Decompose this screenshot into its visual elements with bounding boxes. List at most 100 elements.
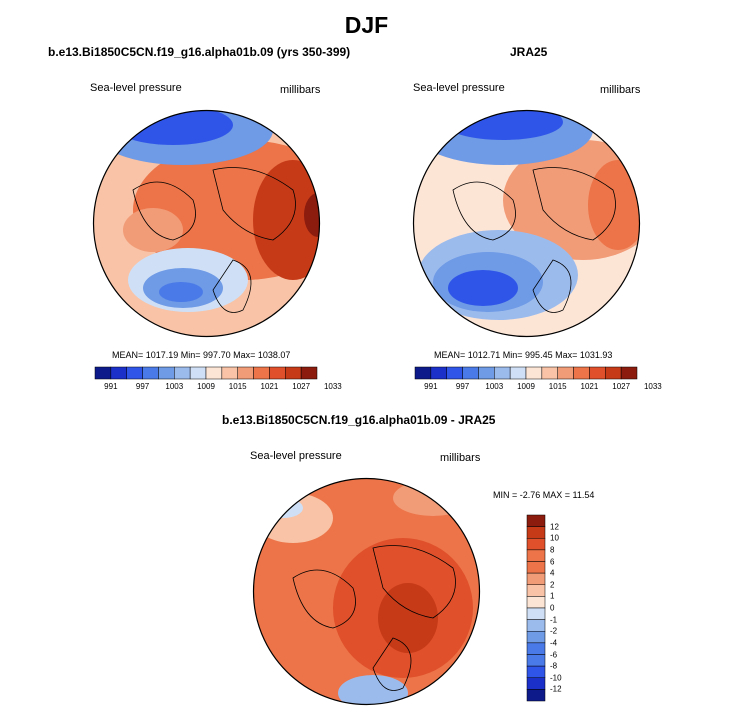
colorbar-difference-tick-label: -1 (550, 615, 558, 625)
colorbar-difference-swatch (526, 514, 546, 527)
colorbar-model-tick-label: 1009 (197, 382, 215, 391)
colorbar-model-ticks: 991 997 1003 1009 1015 1021 1027 1033 (95, 382, 342, 394)
colorbar-difference-swatch (526, 561, 546, 574)
colorbar-model (94, 366, 318, 380)
figure-title: DJF (344, 12, 389, 38)
colorbar-reanalysis-tick-label: 997 (455, 382, 470, 391)
colorbar-reanalysis-swatch (573, 366, 590, 380)
map-model-coast-3 (212, 259, 252, 313)
map-reanalysis-low-north-core (443, 110, 563, 140)
colorbar-difference-tick-label: -6 (550, 650, 558, 659)
colorbar-difference-tick-label: 12 (550, 522, 559, 532)
colorbar-difference-tick-label: -8 (550, 661, 558, 671)
colorbar-difference-tick-label: -10 (550, 673, 562, 683)
colorbar-reanalysis-swatch (462, 366, 479, 380)
colorbar-difference-swatch (526, 654, 546, 667)
colorbar-difference (526, 514, 546, 702)
colorbar-reanalysis-tick-label: 1015 (548, 382, 567, 391)
colorbar-difference-swatch (526, 549, 546, 562)
colorbar-reanalysis-swatch (446, 366, 463, 380)
colorbar-reanalysis-tick-label: 1021 (580, 382, 599, 391)
colorbar-difference-tick-label: 2 (550, 580, 555, 590)
panel-reanalysis-stats: MEAN= 1012.71 Min= 995.45 Max= 1031.93 (434, 350, 613, 360)
colorbar-difference-tick-label: -12 (550, 684, 562, 694)
colorbar-difference-swatch (526, 538, 546, 551)
colorbar-reanalysis-swatch (525, 366, 543, 380)
map-reanalysis-outline (412, 109, 641, 338)
colorbar-reanalysis-swatch (478, 366, 495, 380)
panel-difference-stats: MIN = -2.76 MAX = 11.54 (493, 490, 595, 500)
colorbar-difference-tick-label: 8 (550, 545, 555, 555)
colorbar-model-tick-label: 1003 (165, 382, 184, 391)
map-reanalysis-coast-1 (452, 181, 516, 241)
colorbar-reanalysis-swatch (620, 366, 638, 380)
map-reanalysis-coast-3 (532, 259, 572, 313)
map-difference-coast-3 (372, 637, 412, 691)
colorbar-model-swatch (189, 366, 207, 380)
colorbar-difference-swatch (526, 665, 546, 678)
map-model (92, 109, 321, 338)
colorbar-model-tick-label: 1015 (228, 382, 247, 391)
map-difference-coast-2 (372, 545, 456, 619)
panel-model-title: b.e13.Bi1850C5CN.f19_g16.alpha01b.09 (yr… (48, 45, 351, 59)
colorbar-difference-tick-label: 6 (550, 557, 555, 566)
colorbar-reanalysis-ticks: 991 997 1003 1009 1015 1021 1027 1033 (415, 382, 662, 394)
colorbar-model-swatch (126, 366, 143, 380)
map-difference (252, 477, 481, 706)
colorbar-difference-swatch (526, 619, 546, 632)
colorbar-reanalysis-swatch (605, 366, 622, 380)
colorbar-model-swatch (253, 366, 270, 380)
colorbar-reanalysis-tick-label: 1009 (517, 382, 535, 391)
colorbar-reanalysis-swatch (589, 366, 606, 380)
panel-difference-units: millibars (440, 452, 481, 464)
colorbar-difference-tick-label: -2 (550, 626, 558, 636)
colorbar-model-swatch (158, 366, 175, 380)
colorbar-model-swatch (110, 366, 127, 380)
colorbar-difference-swatch (526, 607, 546, 620)
colorbar-model-swatch (174, 366, 191, 380)
colorbar-difference-swatch (526, 596, 546, 609)
colorbar-model-swatch (94, 366, 112, 380)
map-model-coast-1 (132, 181, 196, 241)
map-difference-weak-nw (253, 493, 333, 543)
colorbar-model-swatch (300, 366, 318, 380)
colorbar-difference-ticks: 12 10 8 6 4 2 1 0 -1 -2 -4 -6 -8 -10 -12 (550, 515, 580, 701)
colorbar-difference-swatch (526, 526, 546, 539)
colorbar-difference-swatch (526, 584, 546, 597)
panel-model-stats: MEAN= 1017.19 Min= 997.70 Max= 1038.07 (112, 350, 291, 360)
colorbar-difference-tick-label: 10 (550, 533, 559, 543)
colorbar-model-tick-label: 1027 (292, 382, 311, 391)
map-reanalysis-low-south-core (448, 270, 518, 306)
colorbar-reanalysis-swatch (430, 366, 447, 380)
map-reanalysis (412, 109, 641, 338)
colorbar-model-swatch (205, 366, 223, 380)
panel-reanalysis-units: millibars (600, 84, 641, 96)
panel-model-units: millibars (280, 84, 321, 96)
colorbar-difference-tick-label: 1 (550, 591, 555, 601)
colorbar-model-swatch (237, 366, 254, 380)
colorbar-model-swatch (142, 366, 159, 380)
colorbar-model-swatch (269, 366, 286, 380)
panel-difference-left-label: Sea-level pressure (250, 450, 342, 462)
colorbar-model-swatch (285, 366, 302, 380)
panel-reanalysis-left-label: Sea-level pressure (413, 82, 505, 94)
panel-difference-title: b.e13.Bi1850C5CN.f19_g16.alpha01b.09 - J… (222, 413, 496, 427)
colorbar-difference-tick-label: 4 (550, 568, 555, 578)
map-reanalysis-coast-2 (532, 167, 616, 241)
map-model-high-core (253, 160, 320, 280)
map-model-max (304, 193, 320, 237)
colorbar-difference-swatch (526, 677, 546, 690)
colorbar-reanalysis-swatch (509, 366, 527, 380)
map-model-low-south-min (159, 282, 203, 302)
colorbar-difference-tick-label: -4 (550, 638, 558, 648)
colorbar-model-tick-label: 997 (135, 382, 150, 391)
colorbar-reanalysis-swatch (494, 366, 511, 380)
colorbar-difference-tick-label: 0 (550, 603, 555, 613)
colorbar-reanalysis-swatch (557, 366, 574, 380)
colorbar-reanalysis-tick-label: 991 (424, 382, 438, 391)
colorbar-model-tick-label: 1033 (323, 382, 342, 391)
map-difference-high-core (378, 583, 438, 653)
colorbar-model-swatch (221, 366, 238, 380)
colorbar-reanalysis-swatch (541, 366, 558, 380)
map-model-coast-2 (212, 167, 296, 241)
